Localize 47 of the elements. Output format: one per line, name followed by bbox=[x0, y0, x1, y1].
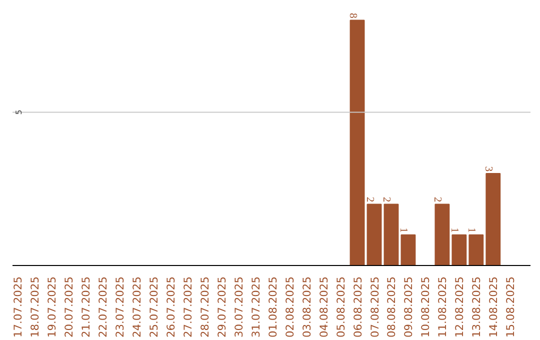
x-tick-label: 17.07.2025 bbox=[12, 276, 25, 338]
ref-line-label: 5 bbox=[14, 110, 24, 115]
x-tick-label: 05.08.2025 bbox=[334, 276, 348, 338]
data-label: 2 bbox=[380, 196, 392, 202]
data-label: 1 bbox=[398, 228, 409, 233]
x-tick-label: 11.08.2025 bbox=[436, 276, 450, 338]
x-tick-label: 03.08.2025 bbox=[300, 276, 314, 338]
x-tick-label: 24.07.2025 bbox=[130, 276, 144, 338]
x-tick-label: 29.07.2025 bbox=[215, 276, 228, 338]
bar bbox=[434, 204, 450, 266]
x-tick-label: 06.08.2025 bbox=[351, 276, 364, 338]
x-tick-label: 23.07.2025 bbox=[113, 276, 126, 338]
x-tick-label: 27.07.2025 bbox=[181, 276, 194, 338]
x-tick-label: 26.07.2025 bbox=[164, 276, 178, 338]
x-tick-label: 19.07.2025 bbox=[46, 276, 59, 338]
data-label: 8 bbox=[346, 12, 358, 18]
bar bbox=[486, 173, 501, 266]
bar bbox=[452, 234, 467, 266]
bar bbox=[384, 204, 399, 266]
x-tick-label: 18.07.2025 bbox=[28, 276, 42, 338]
bar bbox=[366, 204, 382, 266]
data-label: 3 bbox=[482, 166, 494, 172]
x-tick-label: 12.08.2025 bbox=[453, 276, 466, 338]
bar bbox=[350, 20, 365, 266]
x-tick-label: 09.08.2025 bbox=[402, 276, 416, 338]
data-label: 2 bbox=[364, 196, 375, 202]
x-tick-label: 01.08.2025 bbox=[266, 276, 280, 338]
x-tick-label: 28.07.2025 bbox=[198, 276, 212, 338]
x-tick-label: 30.07.2025 bbox=[232, 276, 246, 338]
x-tick-label: 02.08.2025 bbox=[283, 276, 296, 338]
x-tick-label: 15.08.2025 bbox=[504, 276, 518, 338]
x-tick-label: 04.08.2025 bbox=[317, 276, 330, 338]
x-tick-label: 08.08.2025 bbox=[385, 276, 398, 338]
data-label: 1 bbox=[448, 228, 460, 233]
bar bbox=[468, 234, 484, 266]
data-label: 2 bbox=[432, 196, 443, 202]
x-tick-label: 13.08.2025 bbox=[470, 276, 484, 338]
x-tick-label: 31.07.2025 bbox=[249, 276, 262, 338]
data-label: 1 bbox=[466, 228, 477, 233]
bar bbox=[400, 234, 416, 266]
x-tick-label: 22.07.2025 bbox=[96, 276, 110, 338]
x-tick-label: 21.07.2025 bbox=[80, 276, 93, 338]
x-tick-label: 20.07.2025 bbox=[62, 276, 76, 338]
x-tick-label: 14.08.2025 bbox=[487, 276, 500, 338]
x-tick-label: 07.08.2025 bbox=[368, 276, 382, 338]
x-tick-label: 25.07.2025 bbox=[147, 276, 160, 338]
x-tick-label: 10.08.2025 bbox=[419, 276, 432, 338]
